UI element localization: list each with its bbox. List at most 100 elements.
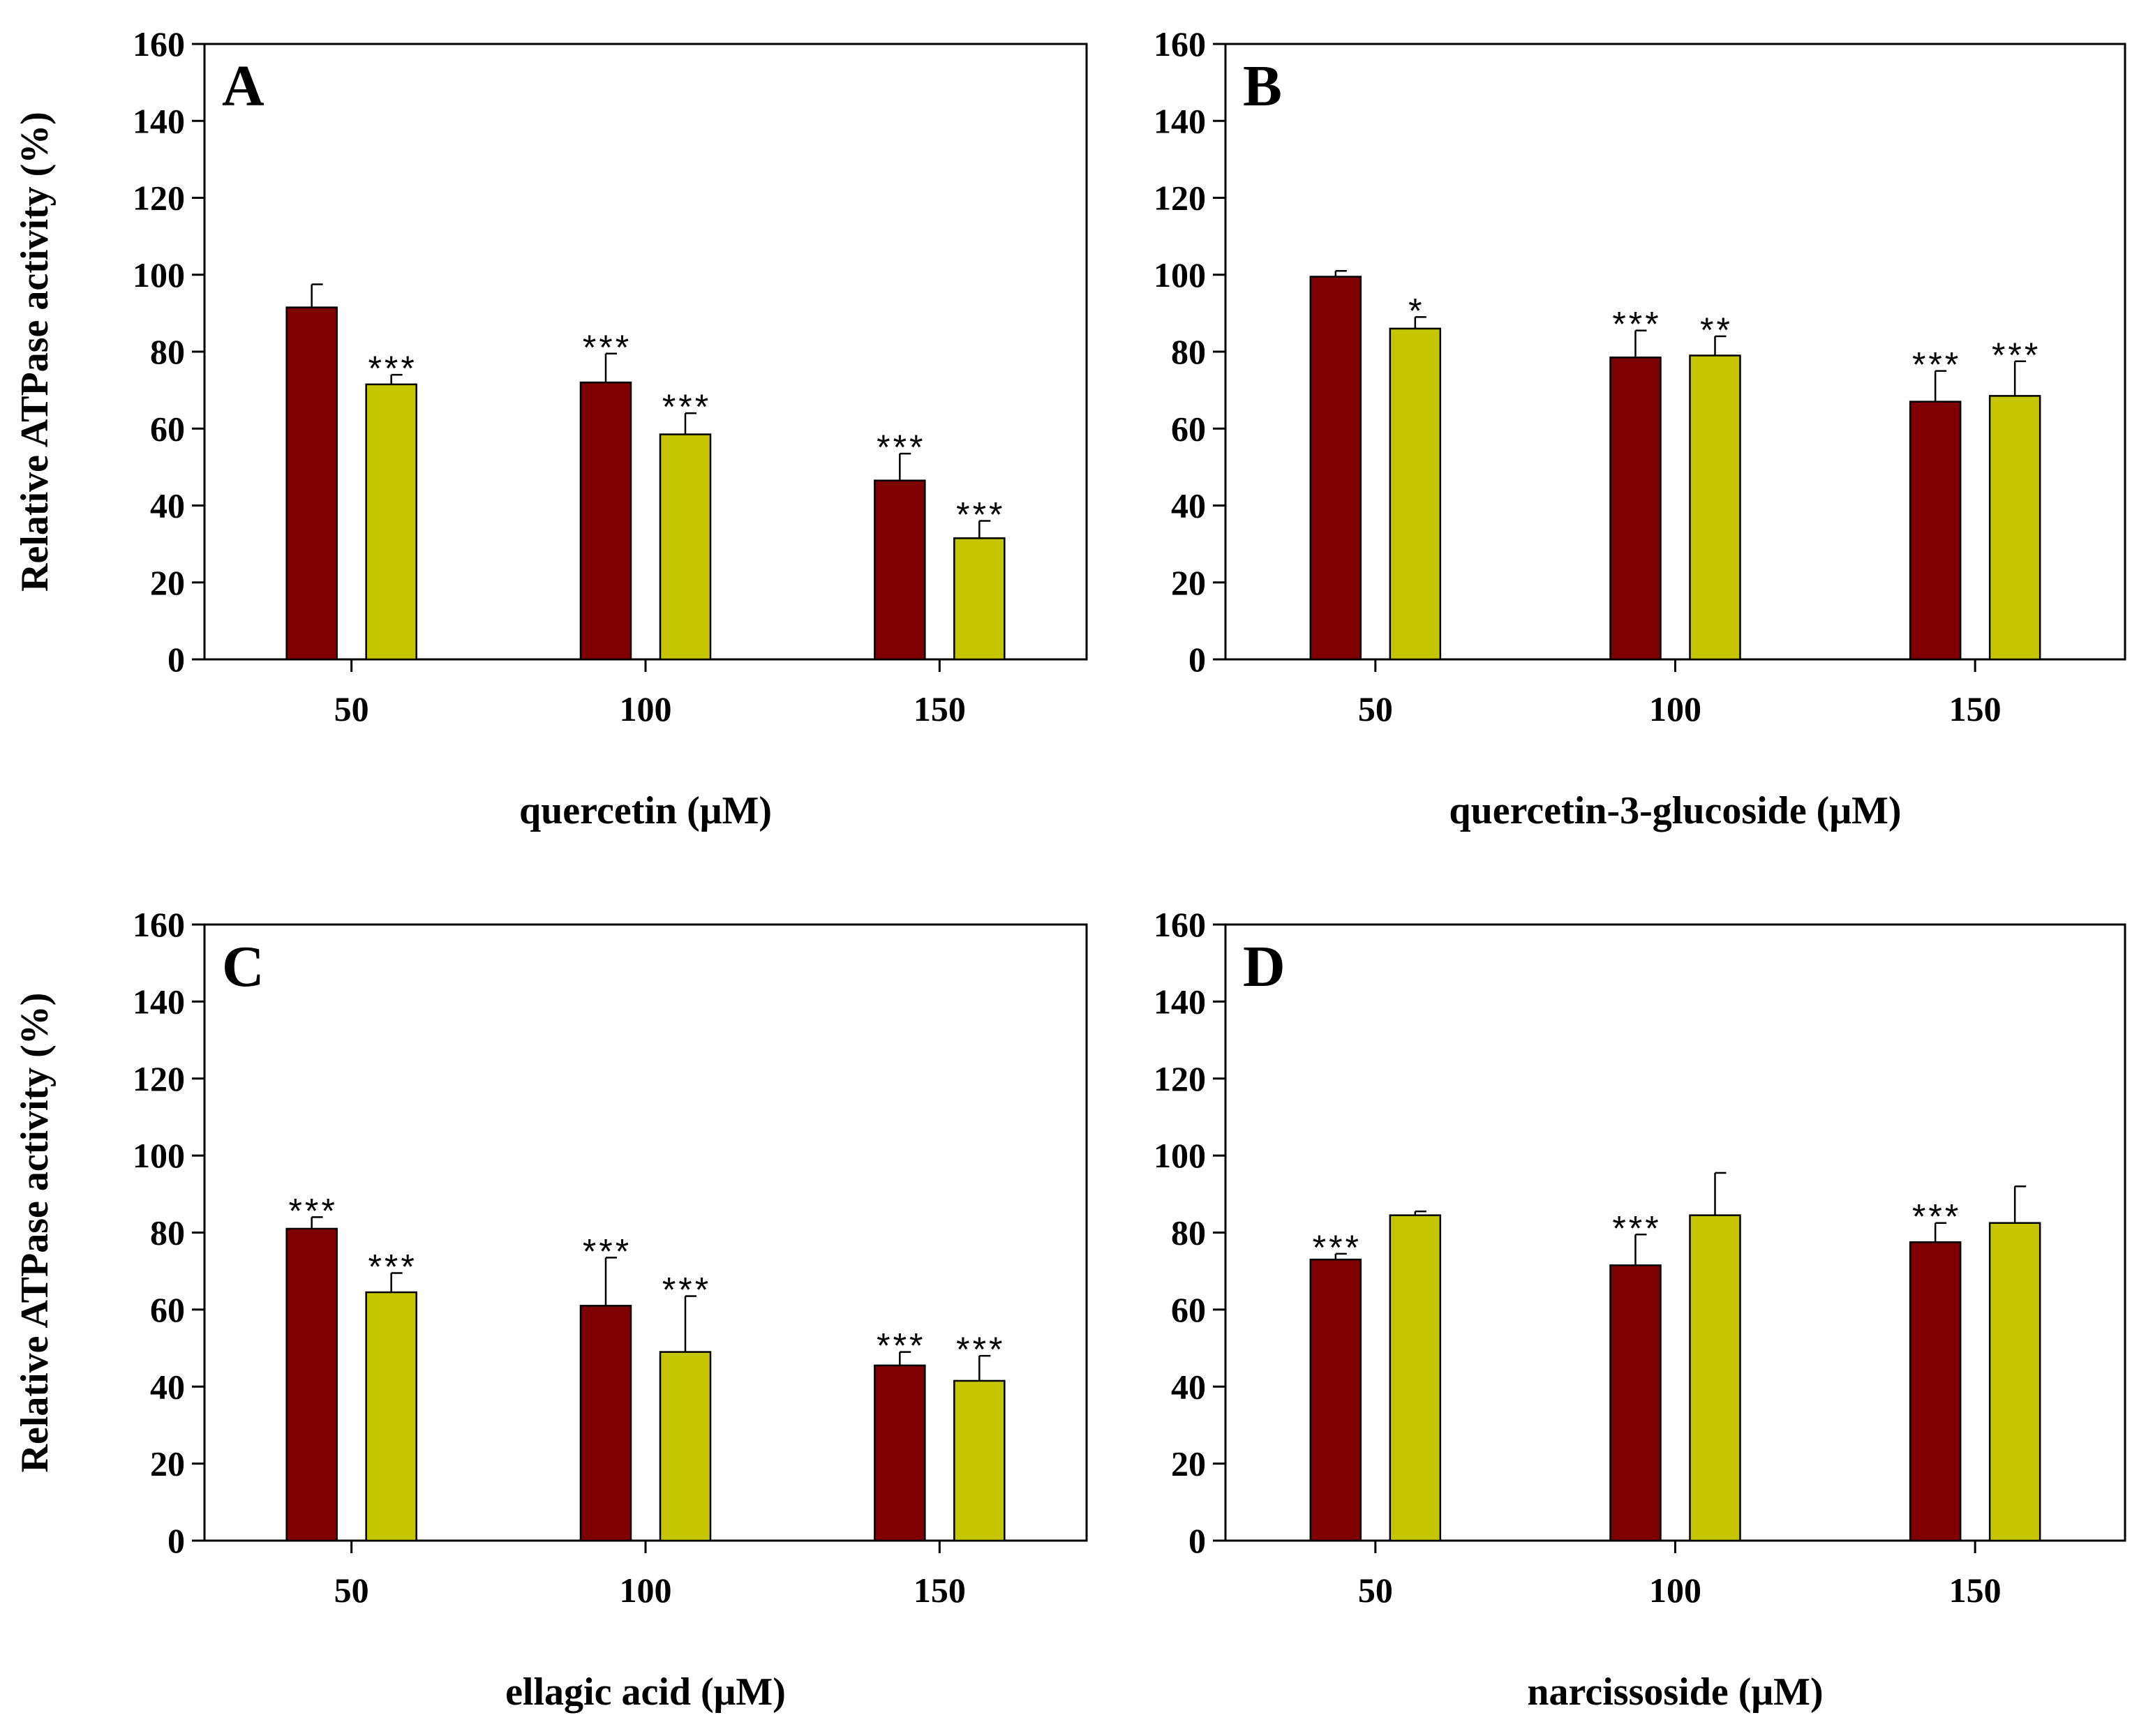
x-tick-label: 50 (334, 689, 369, 728)
significance-label: *** (877, 428, 925, 467)
significance-label: *** (1612, 305, 1661, 344)
y-tick-label: 60 (1171, 1290, 1206, 1329)
y-tick-label: 20 (1171, 1444, 1206, 1483)
bar-2-150 (953, 1379, 1006, 1542)
bar-2-50 (1389, 327, 1442, 661)
x-tick-label: 150 (1949, 1571, 2001, 1610)
y-tick-label: 80 (150, 332, 185, 371)
x-tick-label: 50 (1358, 1571, 1393, 1610)
y-tick-label: 100 (1154, 1136, 1206, 1175)
y-tick-label: 160 (133, 24, 185, 63)
x-tick-label: 50 (1358, 689, 1393, 728)
bar-1-150 (874, 1364, 926, 1542)
y-tick-label: 80 (1171, 332, 1206, 371)
y-tick-label: 120 (133, 1059, 185, 1098)
bar-2-100 (1689, 354, 1741, 661)
y-tick-label: 120 (133, 179, 185, 218)
significance-label: *** (956, 495, 1005, 534)
y-axis-title: Relative ATPase activity (%) (13, 993, 57, 1473)
bar-2-150 (1988, 395, 2041, 661)
bar-2-50 (1389, 1214, 1442, 1542)
bar-1-100 (579, 381, 632, 661)
y-tick-label: 120 (1154, 179, 1206, 218)
panel-a: 0 20 40 60 80 100 120 140 160 50 100 150 *** *** *** **… (13, 24, 1088, 832)
x-axis-title: quercetin (μM) (519, 789, 772, 832)
significance-label: *** (1612, 1209, 1661, 1248)
y-tick-label: 0 (1188, 1521, 1206, 1560)
panel-letter: D (1243, 934, 1285, 999)
x-axis-title: quercetin-3-glucoside (μM) (1449, 789, 1901, 832)
x-tick-label: 100 (620, 1571, 672, 1610)
significance-label: *** (877, 1326, 925, 1365)
significance-label: *** (368, 1247, 417, 1286)
y-tick-label: 0 (167, 1521, 185, 1560)
y-tick-label: 140 (1154, 101, 1206, 140)
significance-label: *** (583, 328, 632, 367)
significance-label: *** (1912, 345, 1961, 384)
x-tick-label: 150 (914, 689, 966, 728)
panel-d: 0 20 40 60 80 100 120 140 160 50 100 150 *** *** *** Dn… (1154, 905, 2126, 1714)
significance-label: *** (662, 387, 711, 426)
x-tick-label: 100 (620, 689, 672, 728)
y-tick-label: 40 (150, 1367, 185, 1406)
y-tick-label: 160 (133, 905, 185, 944)
bar-1-100 (1609, 357, 1662, 661)
y-tick-label: 20 (1171, 563, 1206, 602)
bar-2-50 (365, 1291, 417, 1542)
panel-letter: A (222, 54, 264, 119)
y-tick-label: 80 (1171, 1213, 1206, 1252)
significance-label: *** (583, 1232, 632, 1271)
bar-2-150 (1988, 1222, 2041, 1542)
x-axis-title: narcissoside (μM) (1527, 1670, 1823, 1714)
panel-c: 0 20 40 60 80 100 120 140 160 50 100 150 *** *** *** **… (13, 905, 1088, 1714)
y-tick-label: 60 (150, 1290, 185, 1329)
bar-1-100 (1609, 1264, 1662, 1542)
y-tick-label: 0 (167, 640, 185, 679)
bar-1-100 (579, 1305, 632, 1542)
bar-2-100 (1689, 1214, 1741, 1542)
y-tick-label: 100 (133, 1136, 185, 1175)
significance-label: *** (956, 1330, 1005, 1369)
y-tick-label: 140 (133, 982, 185, 1021)
significance-label: *** (1912, 1197, 1961, 1236)
y-tick-label: 20 (150, 563, 185, 602)
y-tick-label: 0 (1188, 640, 1206, 679)
y-axis-title: Relative ATPase activity (%) (13, 112, 57, 592)
y-tick-label: 40 (1171, 1367, 1206, 1406)
y-tick-label: 120 (1154, 1059, 1206, 1098)
y-tick-label: 100 (1154, 255, 1206, 294)
x-tick-label: 150 (914, 1571, 966, 1610)
bar-1-150 (1909, 401, 1962, 661)
bar-1-50 (1309, 1258, 1362, 1542)
bar-1-50 (285, 306, 338, 661)
significance-label: *** (288, 1191, 337, 1230)
significance-label: ** (1700, 310, 1733, 350)
significance-label: *** (368, 349, 417, 388)
panel-letter: C (222, 934, 264, 999)
bar-2-50 (365, 383, 417, 661)
y-tick-label: 140 (1154, 982, 1206, 1021)
significance-label: *** (662, 1271, 711, 1310)
bar-2-150 (953, 537, 1006, 661)
bar-1-50 (285, 1227, 338, 1542)
y-tick-label: 40 (1171, 486, 1206, 525)
bar-1-50 (1309, 276, 1362, 661)
y-tick-label: 60 (150, 409, 185, 448)
x-tick-label: 100 (1649, 1571, 1701, 1610)
significance-label: * (1408, 291, 1424, 330)
significance-label: *** (1992, 336, 2041, 375)
panel-letter: B (1243, 54, 1282, 119)
x-axis-title: ellagic acid (μM) (505, 1670, 786, 1714)
x-tick-label: 100 (1649, 689, 1701, 728)
bar-1-150 (1909, 1241, 1962, 1542)
y-tick-label: 140 (133, 101, 185, 140)
bar-1-150 (874, 479, 926, 661)
y-tick-label: 80 (150, 1213, 185, 1252)
y-tick-label: 160 (1154, 905, 1206, 944)
y-tick-label: 100 (133, 255, 185, 294)
y-tick-label: 60 (1171, 409, 1206, 448)
significance-label: *** (1313, 1228, 1362, 1267)
y-tick-label: 20 (150, 1444, 185, 1483)
